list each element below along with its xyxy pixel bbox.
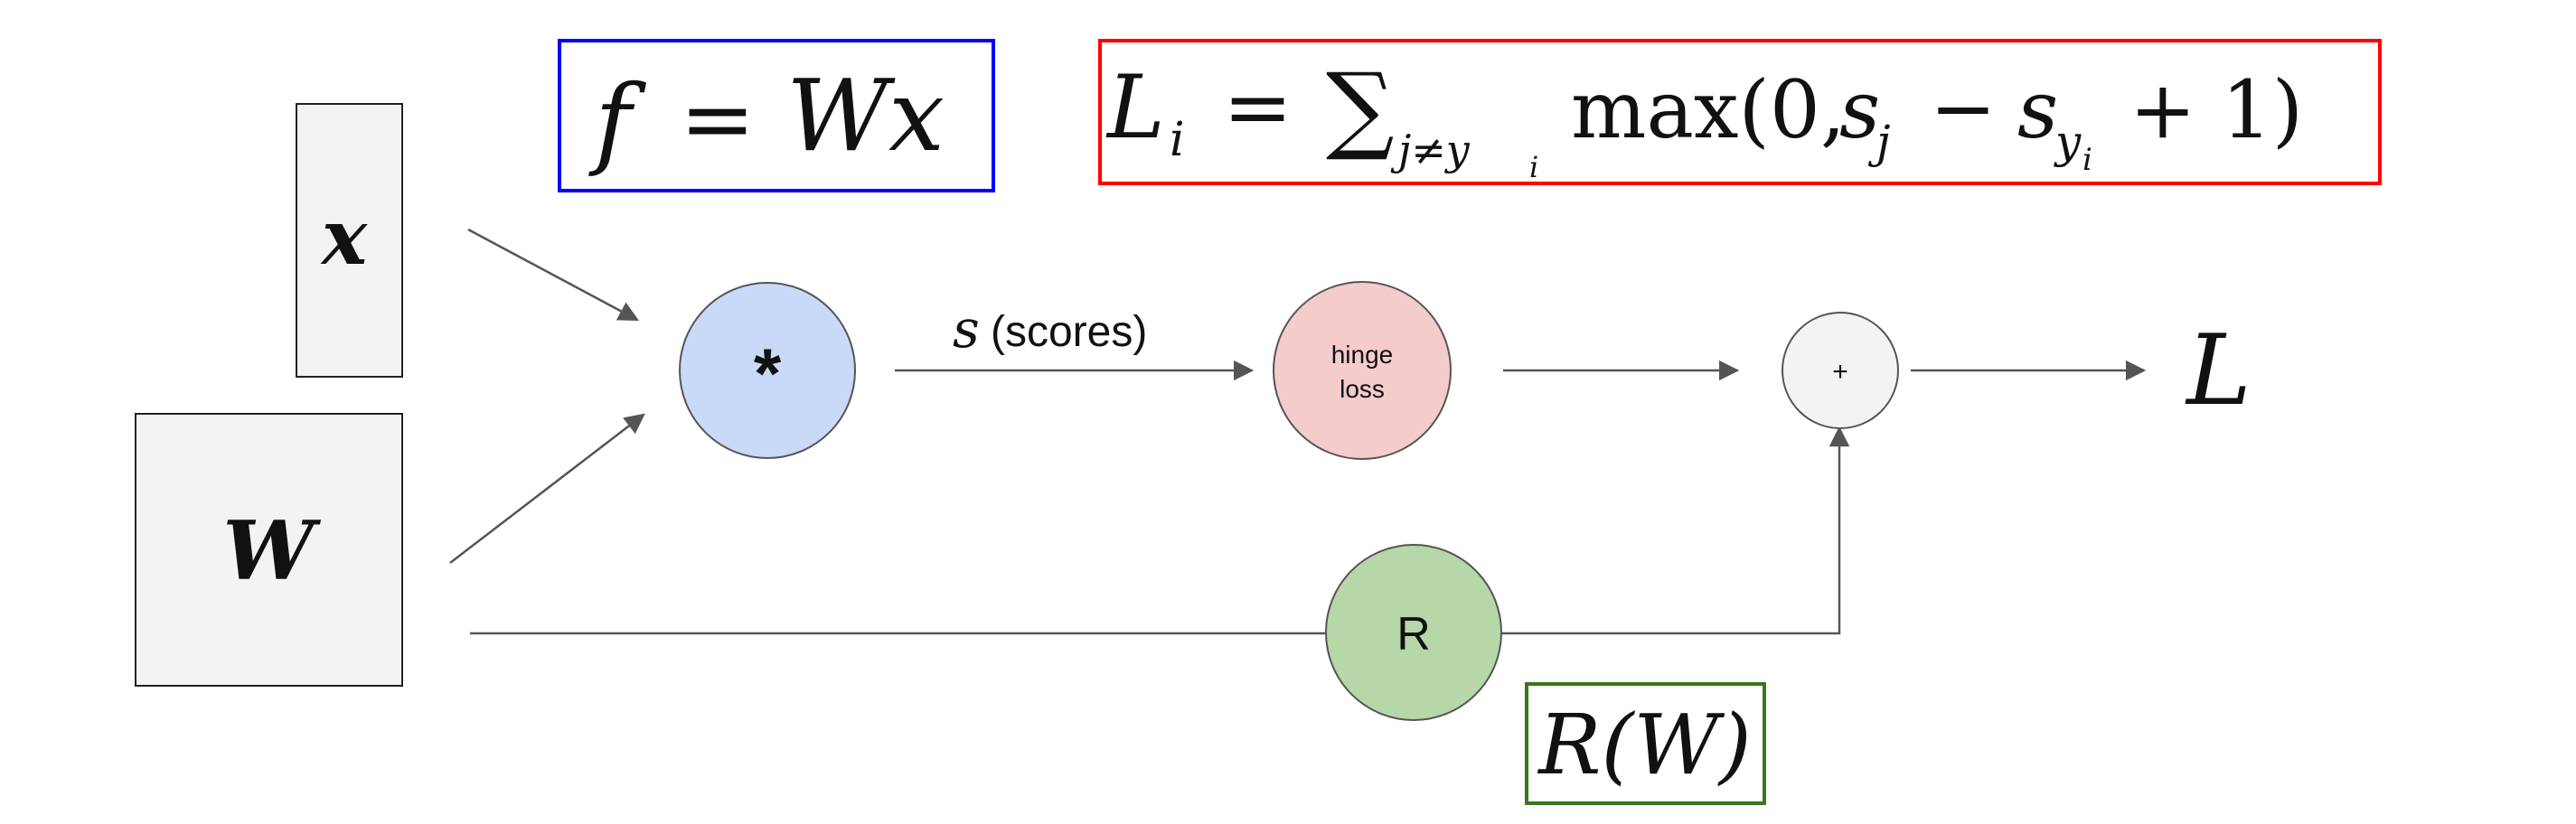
output-loss-label: L [2185, 314, 2252, 427]
hinge-loss-s-y-subscript: y [2054, 116, 2082, 168]
hinge-loss-sum-subsubscript: i [1529, 150, 1538, 184]
hinge-loss-max: max(0, [1571, 63, 1846, 156]
regularization-formula: R(W) [1537, 697, 1752, 793]
hinge-loss-s-y: s [2017, 63, 2058, 156]
hinge-loss-sum: ∑ [1326, 52, 1395, 164]
scores-text: (scores) [991, 308, 1147, 356]
hinge-label-line1: hinge [1331, 341, 1394, 369]
score-function-box [558, 39, 995, 192]
hinge-loss-equation: L i = ∑ j≠y i max(0, s j − s y i + 1) [1098, 39, 2382, 185]
edge-x-to-multiply [467, 228, 639, 322]
scores-variable: s [953, 298, 980, 360]
hinge-loss-s-y-subsubscript: i [2082, 142, 2092, 178]
hinge-loss-s-j: s [1839, 63, 1880, 156]
hinge-label-line2: loss [1340, 375, 1385, 403]
hinge-loss-equals: = [1223, 59, 1293, 155]
hinge-loss-tail: + 1) [2129, 63, 2303, 156]
multiply-label: * [754, 333, 782, 413]
hinge-loss-node: hinge loss [1273, 281, 1452, 460]
input-x-label: x [320, 192, 368, 282]
input-w-label: W [222, 503, 321, 599]
regularization-label: R [1396, 608, 1431, 660]
edge-w-to-multiply [449, 413, 645, 564]
regularization-box [1525, 682, 1766, 805]
hinge-loss-L-subscript: i [1170, 113, 1185, 167]
hinge-loss-L: L [1105, 57, 1165, 158]
multiply-node: * [679, 282, 856, 459]
plus-label: + [1832, 357, 1848, 387]
input-x-box: x [296, 103, 403, 378]
hinge-loss-sum-subscript: j≠y [1390, 126, 1471, 174]
input-w-box: W [135, 413, 403, 687]
regularization-equation: R(W) [1525, 682, 1766, 805]
regularization-node: R [1325, 544, 1502, 721]
hinge-loss-minus: − [1930, 61, 1997, 154]
scores-edge-label: s (scores) [953, 298, 1147, 360]
edge-reg-to-plus [1502, 426, 1850, 635]
score-function-equation: f = Wx [558, 39, 995, 192]
plus-node: + [1782, 312, 1899, 429]
hinge-loss-box [1098, 39, 2382, 185]
score-function-equals: = [680, 66, 756, 172]
score-function-rhs: Wx [786, 58, 945, 173]
